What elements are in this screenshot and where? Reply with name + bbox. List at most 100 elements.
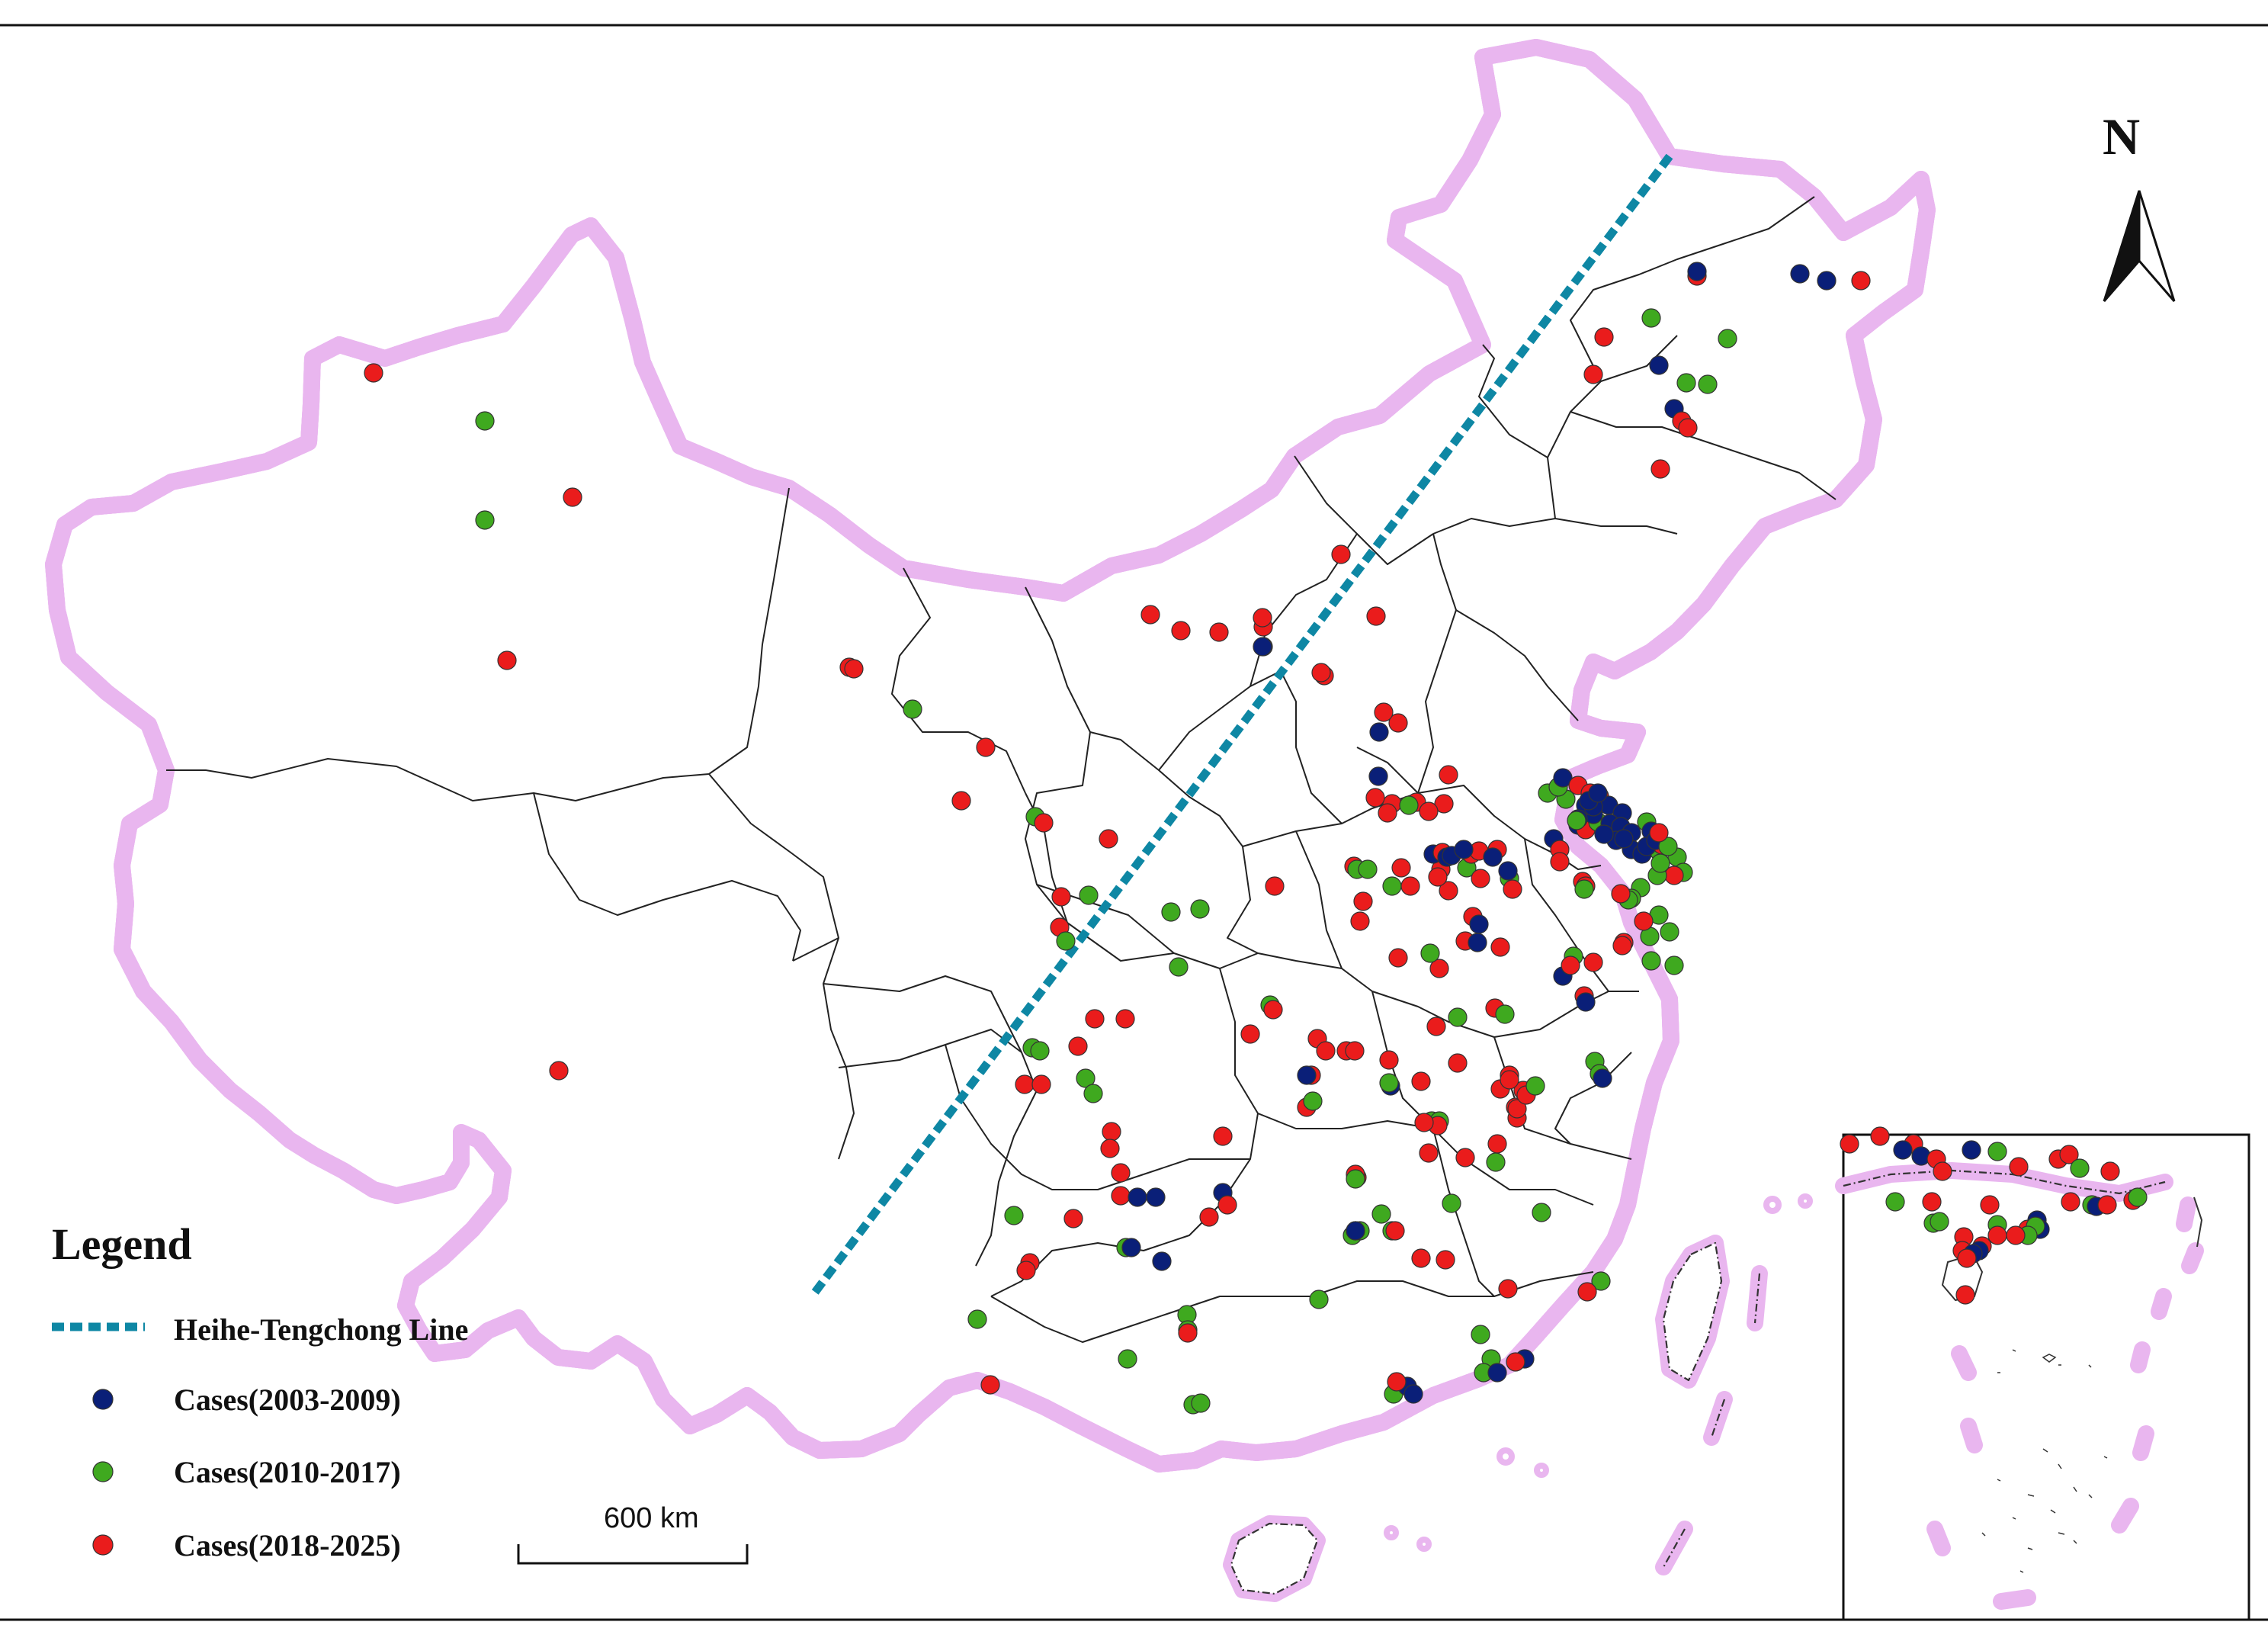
case-dot-2018-2025 <box>1240 1024 1260 1044</box>
case-dot-2018-2025 <box>1428 867 1448 887</box>
case-dot-2018-2025 <box>1594 327 1614 347</box>
case-dot-2018-2025 <box>1987 1225 2007 1245</box>
legend-dot-2010-2017 <box>92 1461 114 1482</box>
case-dot-2018-2025 <box>2006 1225 2026 1245</box>
case-dot-2010-2017 <box>1191 1393 1211 1413</box>
case-dot-2003-2009 <box>1817 271 1837 291</box>
legend-dot-2003-2009 <box>92 1389 114 1410</box>
case-dot-2010-2017 <box>1660 922 1679 942</box>
case-dot-2003-2009 <box>1403 1384 1423 1404</box>
case-dot-2018-2025 <box>1217 1195 1237 1215</box>
legend-label-2018-2025: Cases(2018-2025) <box>174 1528 401 1563</box>
legend-dot-2018-2025 <box>92 1534 114 1556</box>
case-dot-2003-2009 <box>1483 847 1503 867</box>
case-dot-2003-2009 <box>1369 722 1389 742</box>
case-dot-2018-2025 <box>1199 1207 1219 1227</box>
case-dot-2018-2025 <box>1980 1195 2000 1215</box>
case-dot-2018-2025 <box>1650 459 1670 479</box>
case-dot-2018-2025 <box>1316 1041 1336 1061</box>
case-dot-2010-2017 <box>1658 837 1678 856</box>
case-dot-2010-2017 <box>1664 956 1684 975</box>
case-dot-2010-2017 <box>475 510 495 530</box>
case-dot-2018-2025 <box>2097 1195 2117 1215</box>
case-dots <box>364 262 1871 1415</box>
case-dot-2018-2025 <box>1611 884 1631 904</box>
case-dot-2010-2017 <box>1056 931 1076 951</box>
case-dot-2003-2009 <box>1146 1187 1166 1207</box>
case-dot-2010-2017 <box>1399 795 1419 815</box>
case-dot-2018-2025 <box>1426 1017 1446 1036</box>
case-dot-2010-2017 <box>1030 1041 1050 1061</box>
case-dot-2018-2025 <box>1099 829 1118 849</box>
case-dot-2018-2025 <box>1374 702 1394 722</box>
case-dot-2010-2017 <box>1650 853 1670 873</box>
case-dot-2003-2009 <box>1588 783 1608 803</box>
case-dot-2010-2017 <box>1382 876 1402 896</box>
case-dot-2018-2025 <box>1085 1009 1105 1029</box>
case-dot-2018-2025 <box>1955 1285 1975 1305</box>
case-dot-2018-2025 <box>1213 1126 1233 1146</box>
case-dot-2003-2009 <box>1152 1251 1172 1271</box>
case-dot-2003-2009 <box>1893 1140 1913 1160</box>
case-dot-2018-2025 <box>1840 1134 1859 1154</box>
case-dot-2018-2025 <box>1678 418 1698 438</box>
case-dot-2018-2025 <box>497 650 517 670</box>
case-dot-2010-2017 <box>1641 308 1661 328</box>
north-label: N <box>2103 108 2141 165</box>
case-dot-2018-2025 <box>1209 622 1229 642</box>
case-dot-2010-2017 <box>967 1309 987 1329</box>
case-dot-2003-2009 <box>1649 355 1669 375</box>
case-dot-2010-2017 <box>1885 1192 1905 1212</box>
case-dot-2018-2025 <box>1583 365 1603 384</box>
case-dot-2018-2025 <box>1140 605 1160 625</box>
case-dot-2018-2025 <box>563 487 582 507</box>
case-dot-2010-2017 <box>1118 1349 1137 1369</box>
case-dot-2018-2025 <box>2100 1161 2120 1181</box>
case-dot-2018-2025 <box>1051 887 1071 907</box>
case-dot-2018-2025 <box>1933 1161 1952 1181</box>
case-dot-2018-2025 <box>1353 891 1373 911</box>
case-dot-2010-2017 <box>1532 1203 1551 1222</box>
case-dot-2018-2025 <box>1311 663 1331 682</box>
case-dot-2003-2009 <box>1790 264 1810 284</box>
case-dot-2010-2017 <box>1574 879 1594 899</box>
inset-case-dots <box>1840 1126 2148 1305</box>
case-dot-2010-2017 <box>1169 957 1189 977</box>
case-dot-2018-2025 <box>1455 1148 1475 1167</box>
case-dot-2018-2025 <box>1100 1139 1120 1158</box>
case-dot-2010-2017 <box>1718 329 1737 348</box>
case-dot-2003-2009 <box>1614 829 1634 849</box>
case-dot-2003-2009 <box>1121 1238 1141 1257</box>
case-dot-2018-2025 <box>1634 911 1654 931</box>
case-dot-2010-2017 <box>1083 1084 1103 1103</box>
case-dot-2018-2025 <box>1506 1352 1525 1372</box>
case-dot-2018-2025 <box>1471 869 1490 888</box>
case-dot-2018-2025 <box>1345 1041 1365 1061</box>
case-dot-2018-2025 <box>1583 952 1603 972</box>
case-dot-2010-2017 <box>2070 1158 2090 1178</box>
case-dot-2018-2025 <box>1429 959 1449 978</box>
case-dot-2018-2025 <box>1031 1074 1051 1094</box>
case-dot-2003-2009 <box>1297 1065 1317 1085</box>
case-dot-2018-2025 <box>1034 813 1054 833</box>
case-dot-2003-2009 <box>1368 766 1388 786</box>
case-dot-2003-2009 <box>1253 637 1272 657</box>
legend-label-ht-line: Heihe-Tengchong Line <box>174 1312 469 1347</box>
case-dot-2018-2025 <box>1178 1323 1198 1343</box>
case-dot-2018-2025 <box>2061 1192 2080 1212</box>
case-dot-2018-2025 <box>549 1061 569 1081</box>
case-dot-2018-2025 <box>1414 1113 1434 1132</box>
country-outline <box>45 39 1936 1473</box>
case-dot-2018-2025 <box>1957 1248 1977 1268</box>
case-dot-2018-2025 <box>1411 1248 1431 1268</box>
case-dot-2003-2009 <box>1498 861 1518 881</box>
case-dot-2010-2017 <box>1303 1091 1323 1111</box>
case-dot-2018-2025 <box>1366 606 1386 626</box>
case-dot-2010-2017 <box>1076 1068 1096 1088</box>
case-dot-2018-2025 <box>1388 948 1408 968</box>
case-dot-2010-2017 <box>1567 811 1586 830</box>
case-dot-2018-2025 <box>2059 1145 2079 1164</box>
case-dot-2018-2025 <box>1365 788 1385 808</box>
case-dot-2003-2009 <box>1487 1363 1507 1383</box>
